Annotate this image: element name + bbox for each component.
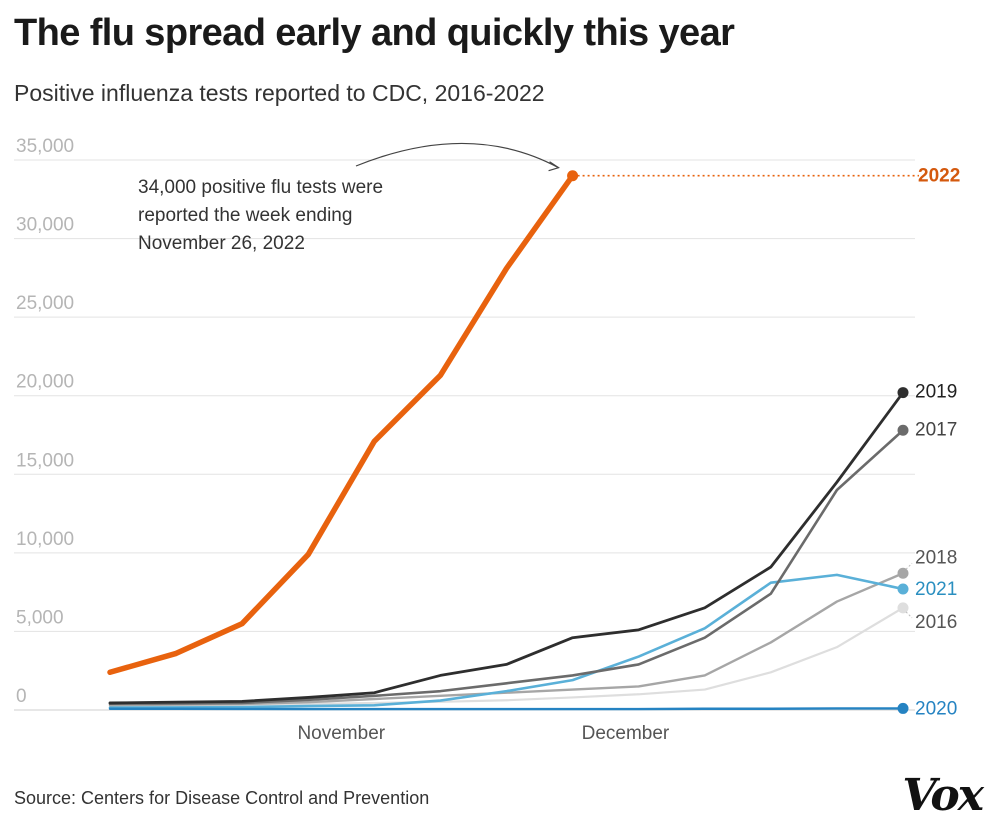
y-tick-label: 25,000	[16, 293, 74, 314]
series-label-2021: 2021	[915, 579, 957, 600]
series-end-point-2020	[897, 702, 909, 714]
series-end-point-2018	[897, 567, 909, 579]
series-line-2020	[108, 707, 905, 711]
axis-layer: 0 5,000 10,000 15,000 20,000 25,000 30,000 35,0…	[16, 136, 670, 744]
annotation-text-line: reported the week ending	[138, 205, 352, 226]
series-line-2022	[107, 172, 576, 676]
label-leader-2018	[905, 562, 913, 570]
annotation-text-line: 34,000 positive flu tests were	[138, 177, 383, 198]
series-end-point-2019	[897, 387, 909, 399]
series-end-point-2021	[897, 583, 909, 595]
y-tick-label: 30,000	[16, 215, 74, 236]
series-label-2019: 2019	[915, 382, 957, 403]
chart-title: The flu spread early and quickly this ye…	[14, 12, 735, 54]
annotation-arrow	[355, 142, 559, 169]
series-layer: 2016 2018 2021 2017 2019 2020 2022	[107, 166, 960, 719]
annotation-layer: 34,000 positive flu tests were reported t…	[138, 142, 560, 254]
series-label-2020: 2020	[915, 698, 957, 719]
series-end-point-2017	[897, 424, 909, 436]
series-line-2021	[108, 573, 905, 709]
x-tick-label: November	[297, 723, 385, 744]
annotation-text-line: November 26, 2022	[138, 233, 305, 254]
y-tick-label: 15,000	[16, 450, 74, 471]
series-line-2018	[108, 572, 905, 707]
label-leader-2016	[905, 611, 913, 619]
series-label-2017: 2017	[915, 419, 957, 440]
series-label-2022: 2022	[918, 166, 960, 187]
grid-layer	[14, 159, 915, 711]
chart-subtitle: Positive influenza tests reported to CDC…	[14, 80, 545, 106]
line-chart: 0 5,000 10,000 15,000 20,000 25,000 30,000 35,0…	[14, 136, 960, 744]
annotation-arrowhead	[548, 161, 560, 172]
x-tick-label: December	[582, 723, 670, 744]
y-tick-label: 10,000	[16, 529, 74, 550]
series-line-2019	[108, 391, 905, 705]
vox-logo: Vox	[902, 770, 984, 821]
y-tick-label: 5,000	[16, 607, 64, 628]
y-tick-label: 0	[16, 686, 27, 707]
y-tick-label: 35,000	[16, 136, 74, 157]
y-tick-label: 20,000	[16, 372, 74, 393]
series-line-2017	[108, 428, 905, 706]
series-label-2016: 2016	[915, 612, 957, 633]
source-note: Source: Centers for Disease Control and …	[14, 788, 430, 808]
series-label-2018: 2018	[915, 547, 957, 568]
series-line-2016	[108, 606, 905, 708]
series-end-point-2016	[897, 602, 909, 614]
